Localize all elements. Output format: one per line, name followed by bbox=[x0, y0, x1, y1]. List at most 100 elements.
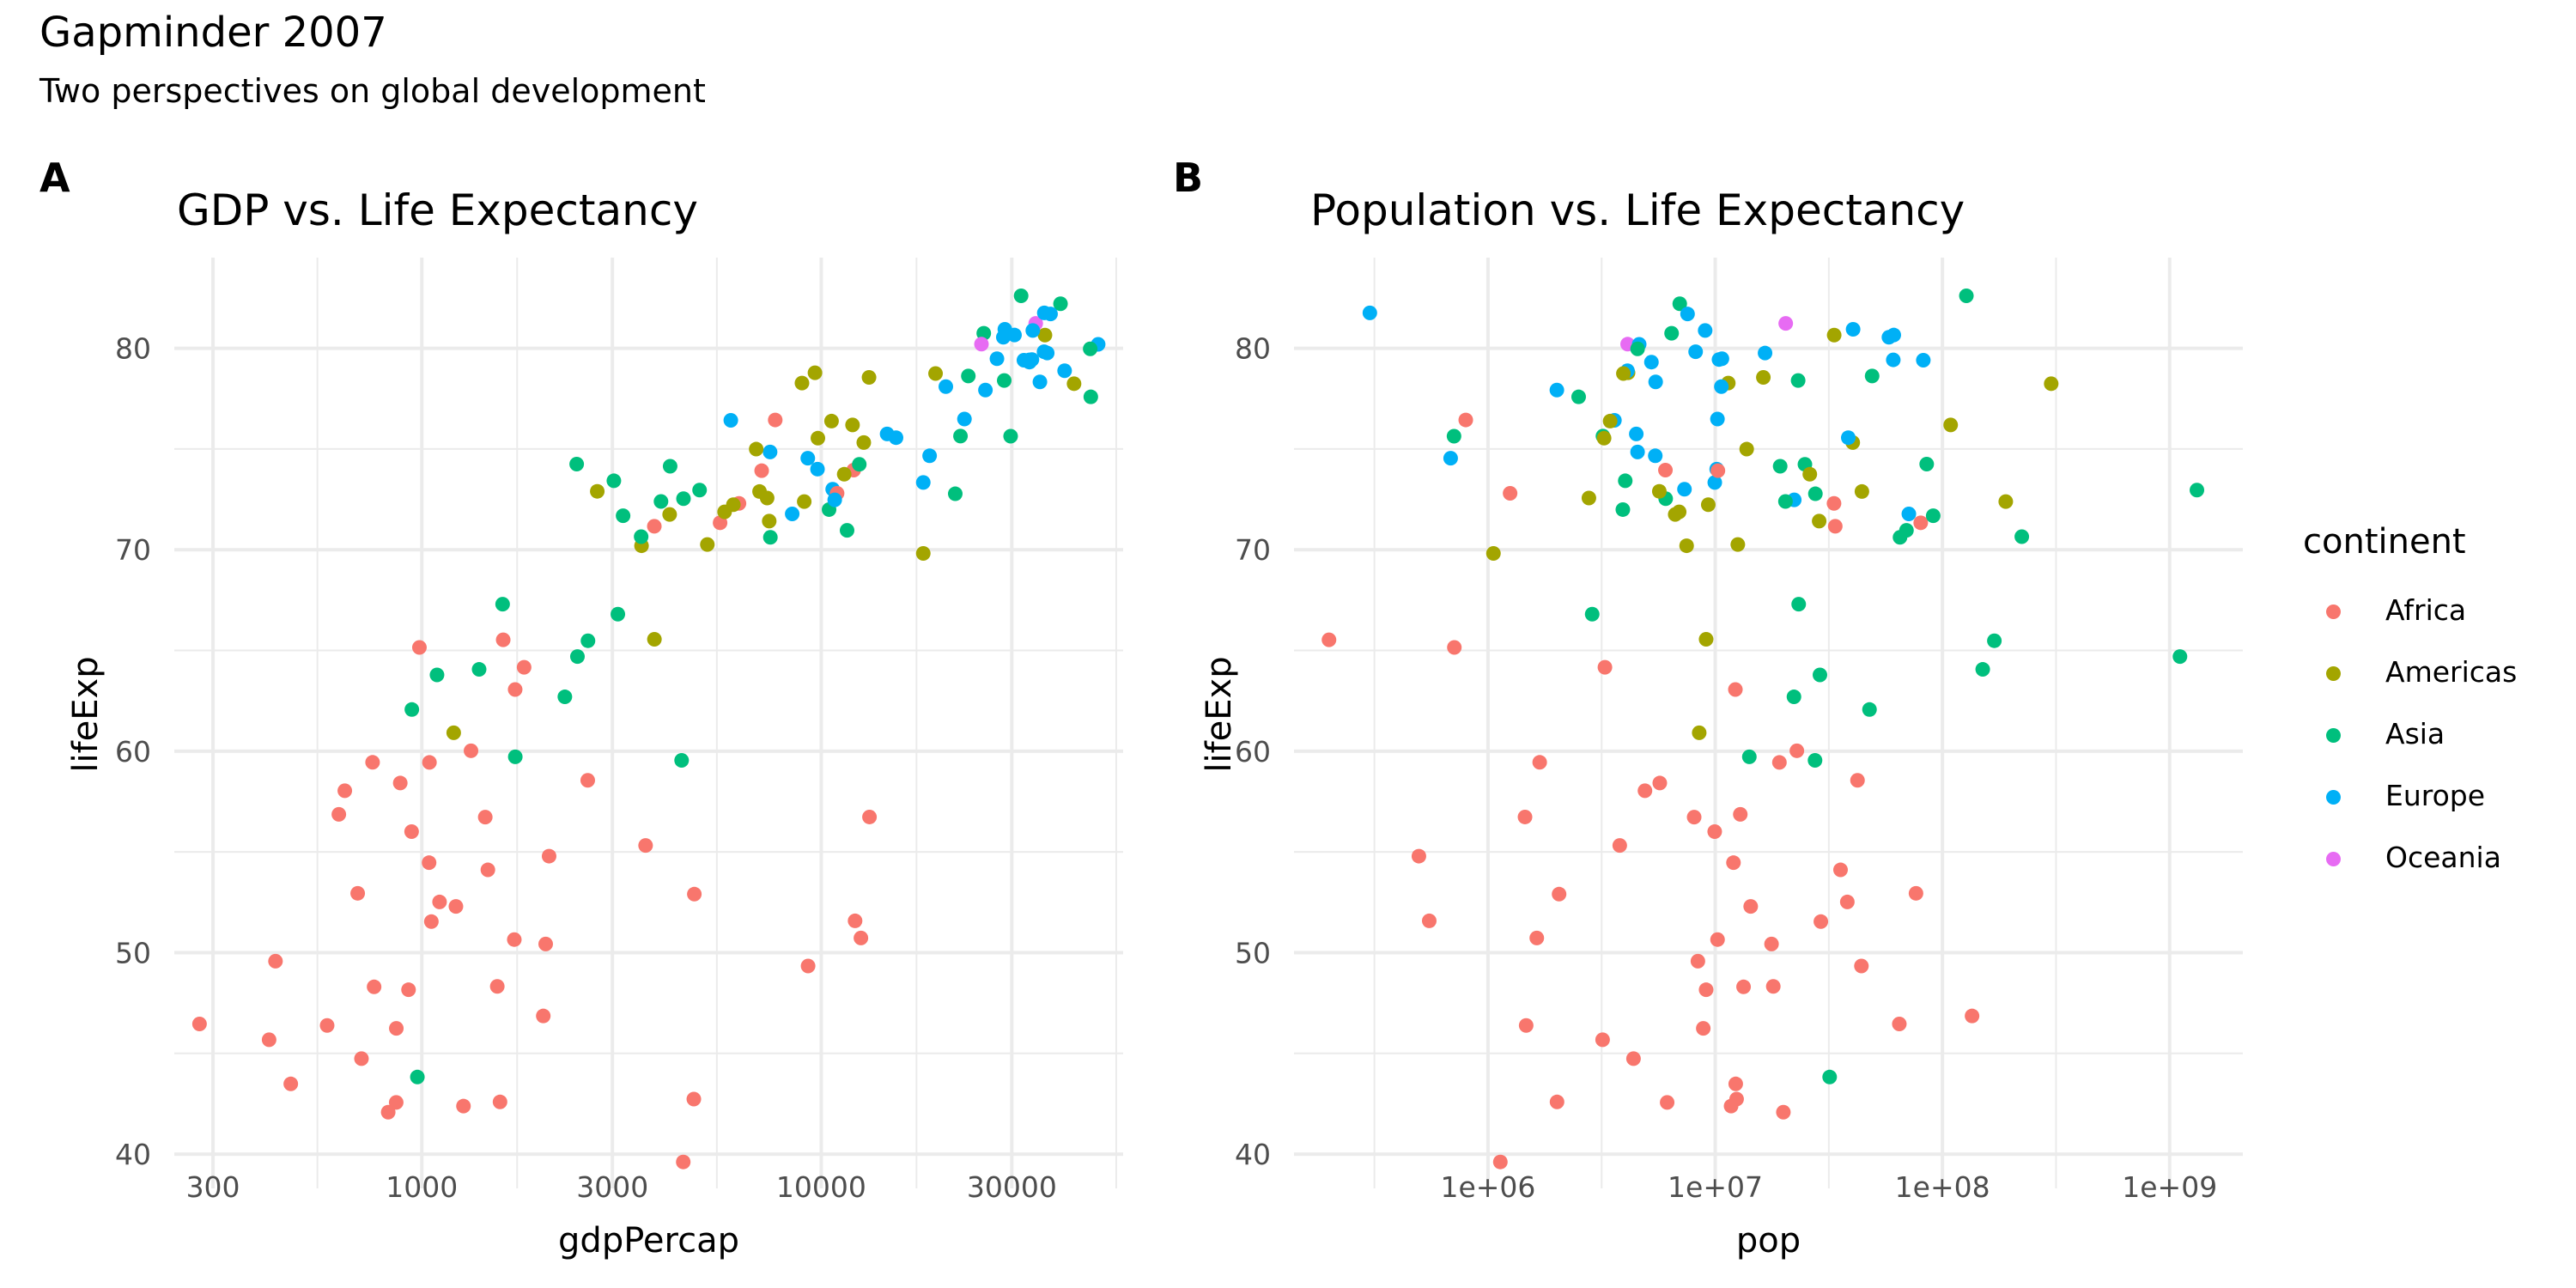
data-point-africa bbox=[1733, 806, 1748, 822]
data-point-africa bbox=[1625, 1051, 1641, 1066]
panel-a-title: GDP vs. Life Expectancy bbox=[177, 185, 698, 235]
data-point-americas bbox=[1485, 545, 1501, 561]
data-point-africa bbox=[1549, 1094, 1564, 1109]
data-point-africa bbox=[1736, 979, 1752, 994]
data-point-asia bbox=[1790, 373, 1806, 388]
data-point-asia bbox=[569, 457, 585, 472]
x-axis-title: gdpPercap bbox=[558, 1221, 739, 1261]
data-point-africa bbox=[1814, 914, 1829, 929]
data-point-americas bbox=[590, 483, 605, 499]
data-point-africa bbox=[1726, 855, 1741, 871]
data-point-europe bbox=[1881, 330, 1897, 345]
legend-label: Oceania bbox=[2385, 841, 2501, 874]
data-point-africa bbox=[1892, 1016, 1907, 1031]
data-point-africa bbox=[1710, 932, 1725, 947]
data-point-asia bbox=[1083, 341, 1098, 356]
data-point-asia bbox=[1003, 428, 1018, 444]
data-point-africa bbox=[422, 755, 437, 770]
data-point-americas bbox=[1943, 417, 1959, 433]
data-point-africa bbox=[1637, 783, 1653, 799]
data-point-africa bbox=[350, 885, 366, 901]
x-tick-label: 1e+09 bbox=[2122, 1170, 2217, 1204]
data-point-africa bbox=[1503, 485, 1518, 501]
data-point-americas bbox=[1698, 632, 1714, 647]
data-point-africa bbox=[423, 914, 439, 929]
data-point-europe bbox=[1643, 355, 1659, 370]
data-point-americas bbox=[915, 545, 931, 561]
data-point-asia bbox=[1807, 753, 1823, 769]
data-point-asia bbox=[1664, 325, 1680, 341]
data-point-africa bbox=[337, 783, 353, 799]
y-tick-label: 50 bbox=[115, 936, 151, 969]
data-point-africa bbox=[411, 640, 427, 655]
data-point-africa bbox=[507, 682, 523, 697]
data-point-africa bbox=[676, 1154, 691, 1170]
data-point-americas bbox=[1756, 370, 1771, 386]
data-point-americas bbox=[1700, 497, 1716, 513]
data-point-americas bbox=[762, 513, 777, 529]
data-point-europe bbox=[1443, 451, 1458, 466]
data-point-asia bbox=[2190, 483, 2205, 498]
data-point-africa bbox=[456, 1098, 471, 1114]
data-point-africa bbox=[1728, 682, 1743, 697]
data-point-africa bbox=[283, 1076, 299, 1091]
y-tick-label: 80 bbox=[1235, 332, 1271, 366]
legend-title: continent bbox=[2303, 522, 2466, 562]
data-point-europe bbox=[1648, 374, 1663, 390]
data-point-asia bbox=[676, 491, 691, 507]
data-point-africa bbox=[754, 463, 769, 478]
data-point-americas bbox=[1730, 537, 1746, 552]
data-point-asia bbox=[976, 325, 992, 341]
data-point-asia bbox=[580, 633, 596, 648]
data-point-africa bbox=[541, 848, 556, 864]
data-point-asia bbox=[1975, 662, 1990, 677]
data-point-africa bbox=[1827, 519, 1843, 534]
data-point-africa bbox=[1839, 894, 1855, 909]
data-point-africa bbox=[448, 899, 464, 914]
data-point-africa bbox=[489, 979, 505, 994]
y-tick-label: 40 bbox=[1235, 1138, 1271, 1171]
legend-key-europe bbox=[2326, 790, 2341, 805]
data-point-africa bbox=[1743, 899, 1759, 914]
data-point-africa bbox=[492, 1094, 507, 1109]
data-point-asia bbox=[961, 368, 976, 384]
data-point-africa bbox=[422, 855, 437, 871]
data-point-asia bbox=[1615, 501, 1631, 517]
legend-key-asia bbox=[2326, 728, 2341, 743]
data-point-americas bbox=[700, 537, 715, 552]
data-point-americas bbox=[1854, 483, 1869, 499]
data-point-asia bbox=[1772, 459, 1788, 474]
data-point-africa bbox=[687, 886, 702, 902]
data-point-africa bbox=[1552, 886, 1567, 902]
y-tick-label: 80 bbox=[115, 332, 151, 366]
data-point-africa bbox=[1832, 862, 1848, 878]
data-point-africa bbox=[1612, 838, 1627, 854]
data-point-asia bbox=[1822, 1069, 1838, 1084]
data-point-africa bbox=[638, 838, 653, 854]
data-point-asia bbox=[507, 749, 523, 764]
data-point-oceania bbox=[974, 337, 989, 352]
data-point-europe bbox=[1698, 323, 1713, 338]
data-point-asia bbox=[616, 508, 631, 524]
data-point-asia bbox=[997, 373, 1012, 388]
data-point-africa bbox=[401, 982, 416, 998]
data-point-europe bbox=[800, 451, 816, 466]
data-point-asia bbox=[404, 702, 420, 717]
data-point-europe bbox=[1714, 351, 1729, 367]
x-tick-label: 1e+07 bbox=[1668, 1170, 1763, 1204]
data-point-africa bbox=[516, 659, 532, 675]
data-point-asia bbox=[410, 1069, 425, 1084]
data-point-europe bbox=[1710, 411, 1725, 427]
data-point-americas bbox=[1802, 466, 1818, 482]
data-point-asia bbox=[852, 457, 867, 472]
data-point-europe bbox=[1032, 374, 1048, 390]
data-point-europe bbox=[1841, 430, 1856, 446]
data-point-africa bbox=[538, 936, 554, 951]
data-point-asia bbox=[1786, 690, 1801, 705]
data-point-americas bbox=[1066, 376, 1082, 392]
data-point-americas bbox=[1596, 430, 1612, 446]
data-point-africa bbox=[1771, 755, 1787, 770]
data-point-europe bbox=[810, 461, 825, 477]
data-point-africa bbox=[1696, 1021, 1711, 1036]
